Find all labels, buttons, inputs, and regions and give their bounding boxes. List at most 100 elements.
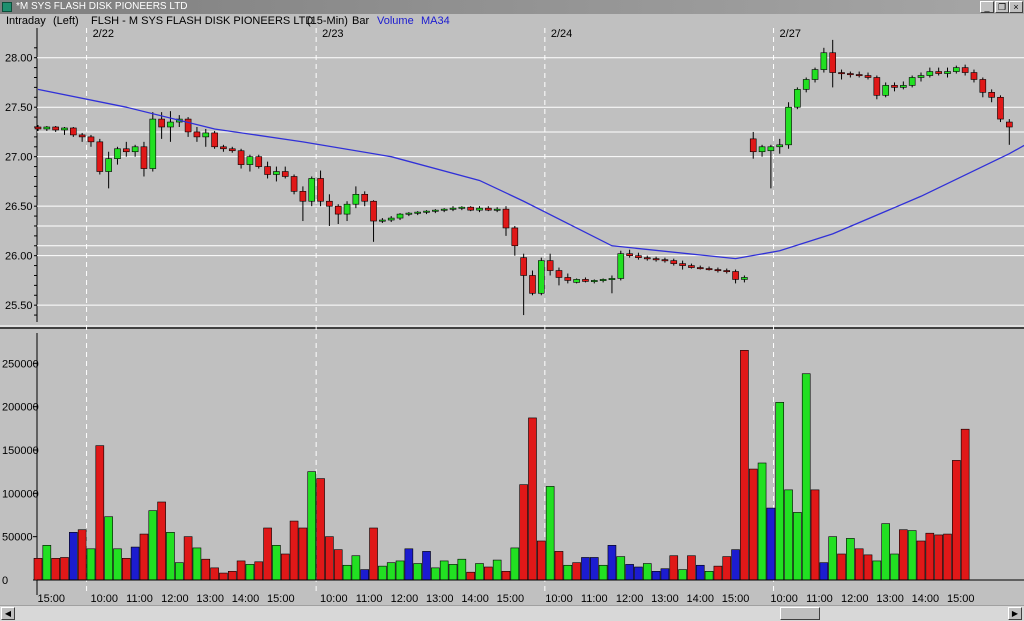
volume-bar <box>872 560 882 581</box>
volume-bar <box>651 571 661 581</box>
candle-body <box>652 258 660 261</box>
volume-bar <box>236 560 246 581</box>
scroll-thumb[interactable] <box>780 607 820 620</box>
candle-body <box>1005 121 1013 128</box>
candle-body <box>202 132 210 138</box>
candle-body <box>114 148 121 159</box>
candle-body <box>61 127 68 131</box>
volume-bar <box>60 557 69 581</box>
volume-tick-label: 100000 <box>2 488 39 500</box>
volume-bar <box>960 428 970 581</box>
volume-bar <box>77 529 87 581</box>
candle-body <box>705 268 713 271</box>
candle-body <box>714 269 722 272</box>
candle-body <box>87 136 95 143</box>
volume-bar <box>263 527 272 581</box>
candle-body <box>511 227 519 247</box>
candle-body <box>405 212 413 215</box>
time-tick-label: 13:00 <box>651 593 679 605</box>
candle-body <box>228 148 236 152</box>
candle-body <box>78 134 86 138</box>
volume-bar <box>598 564 608 581</box>
volume-bar <box>492 559 502 581</box>
volume-bar <box>227 571 237 581</box>
candle-body <box>123 148 130 153</box>
candle-body <box>379 219 386 222</box>
candle-body <box>900 85 907 88</box>
scroll-right-icon[interactable]: ▶ <box>1008 607 1022 620</box>
candle-body <box>193 131 201 138</box>
candle-body <box>449 207 457 210</box>
volume-bar <box>943 533 952 581</box>
volume-bar <box>775 402 785 581</box>
candle-body <box>626 253 633 256</box>
symbol-label: FLSH - M SYS FLASH DISK PIONEERS LTD <box>91 15 314 27</box>
candle-body <box>582 279 589 282</box>
candle-body <box>343 203 351 215</box>
volume-bar <box>589 557 599 581</box>
candle-body <box>334 205 342 215</box>
candle-body <box>944 71 951 74</box>
close-button[interactable]: × <box>1009 1 1023 13</box>
volume-bar <box>86 548 96 581</box>
volume-bar <box>122 558 131 581</box>
candle-body <box>785 106 792 146</box>
volume-bar <box>537 540 546 581</box>
candle-body <box>732 271 739 280</box>
style-label: Bar <box>352 15 370 27</box>
volume-bar <box>704 571 714 581</box>
volume-bar <box>952 460 961 581</box>
volume-bar <box>784 489 793 581</box>
time-tick-label: 12:00 <box>841 593 869 605</box>
candle-body <box>599 279 607 281</box>
volume-bar <box>139 533 149 581</box>
candle-body <box>387 217 395 221</box>
volume-bar <box>934 534 943 581</box>
volume-bar <box>351 555 361 581</box>
volume-bar <box>625 564 634 581</box>
candle-body <box>34 126 42 130</box>
volume-bar <box>95 445 105 581</box>
volume-bar <box>104 516 113 581</box>
volume-bar <box>210 567 219 581</box>
ma-legend: MA34 <box>421 15 450 27</box>
time-tick-label: 11:00 <box>581 593 608 605</box>
price-tick-label: 25.50 <box>5 300 33 312</box>
candle-body <box>573 279 580 283</box>
time-tick-label: 14:00 <box>686 593 714 605</box>
time-tick-label: 11:00 <box>356 593 383 605</box>
candle-body <box>935 71 942 74</box>
candle-body <box>370 200 377 222</box>
volume-bar <box>484 566 493 581</box>
time-tick-label: 10:00 <box>320 593 348 605</box>
volume-bar <box>395 560 405 581</box>
candle-body <box>917 75 925 78</box>
candle-body <box>352 194 360 205</box>
price-tick-label: 27.50 <box>5 102 33 114</box>
candle-body <box>741 277 748 280</box>
horizontal-scrollbar[interactable]: ◀ ▶ <box>0 605 1024 621</box>
scroll-left-icon[interactable]: ◀ <box>1 607 15 620</box>
time-tick-label: 15:00 <box>37 593 65 605</box>
volume-bar <box>731 549 740 581</box>
day-label: 2/27 <box>780 28 801 40</box>
candle-body <box>679 263 686 266</box>
candle-body <box>529 275 536 294</box>
time-tick-label: 14:00 <box>912 593 940 605</box>
candle-body <box>758 146 766 153</box>
volume-bar <box>581 557 590 581</box>
time-tick-label: 13:00 <box>196 593 224 605</box>
volume-bar <box>501 571 511 581</box>
volume-bar <box>316 478 325 581</box>
time-tick-label: 12:00 <box>161 593 189 605</box>
restore-button[interactable]: ❐ <box>995 1 1009 13</box>
candle-body <box>882 85 889 96</box>
volume-bar <box>916 540 926 581</box>
candle-body <box>184 118 192 133</box>
minimize-button[interactable]: _ <box>980 1 994 13</box>
volume-bar <box>166 532 175 581</box>
candle-body <box>979 79 987 93</box>
time-tick-label: 12:00 <box>391 593 419 605</box>
time-tick-label: 11:00 <box>806 593 833 605</box>
candle-body <box>290 176 298 192</box>
